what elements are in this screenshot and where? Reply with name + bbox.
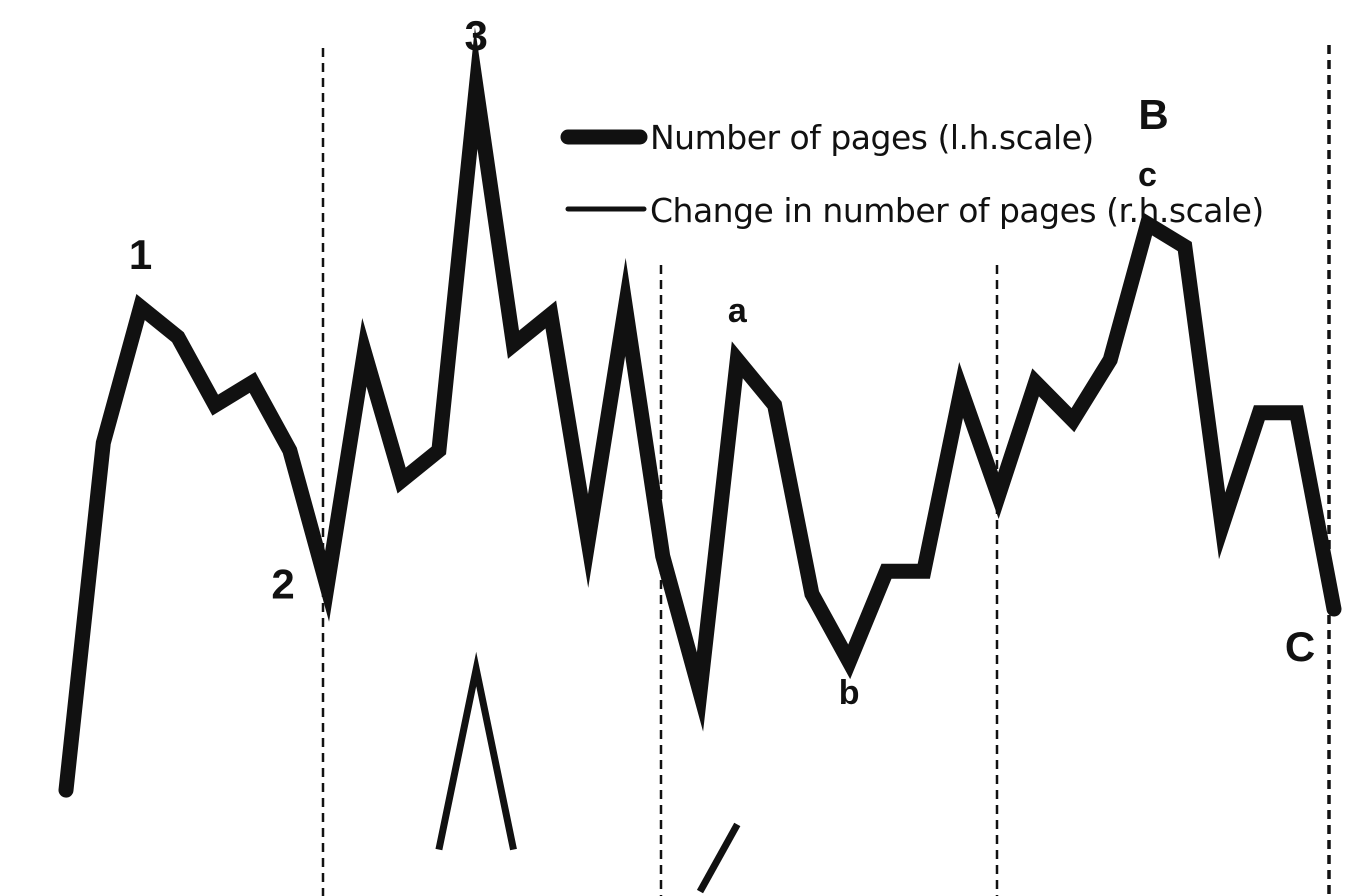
annotation-1: 1 — [129, 231, 152, 278]
series-change-in-pages — [435, 651, 741, 894]
annotation-C: C — [1285, 623, 1315, 670]
vertical-separators — [321, 45, 1331, 896]
series-line-change-in-pages-1 — [435, 651, 517, 851]
annotation-2: 2 — [271, 560, 294, 607]
annotation-3: 3 — [465, 12, 488, 59]
annotation-B: B — [1138, 91, 1168, 138]
series-number-of-pages — [58, 27, 1342, 798]
point-annotations: 1 2 3 a b cB C — [129, 12, 1315, 712]
annotation-a: a — [728, 292, 748, 330]
legend: Number of pages (l.h.scale) Change in nu… — [560, 118, 1264, 230]
legend-label-change-in-pages: Change in number of pages (r.h.scale) — [650, 191, 1264, 230]
annotation-c: c — [1138, 156, 1157, 194]
annotation-b: b — [839, 674, 860, 712]
series-line-change-in-pages-2 — [696, 822, 741, 894]
legend-label-number-of-pages: Number of pages (l.h.scale) — [650, 118, 1094, 157]
